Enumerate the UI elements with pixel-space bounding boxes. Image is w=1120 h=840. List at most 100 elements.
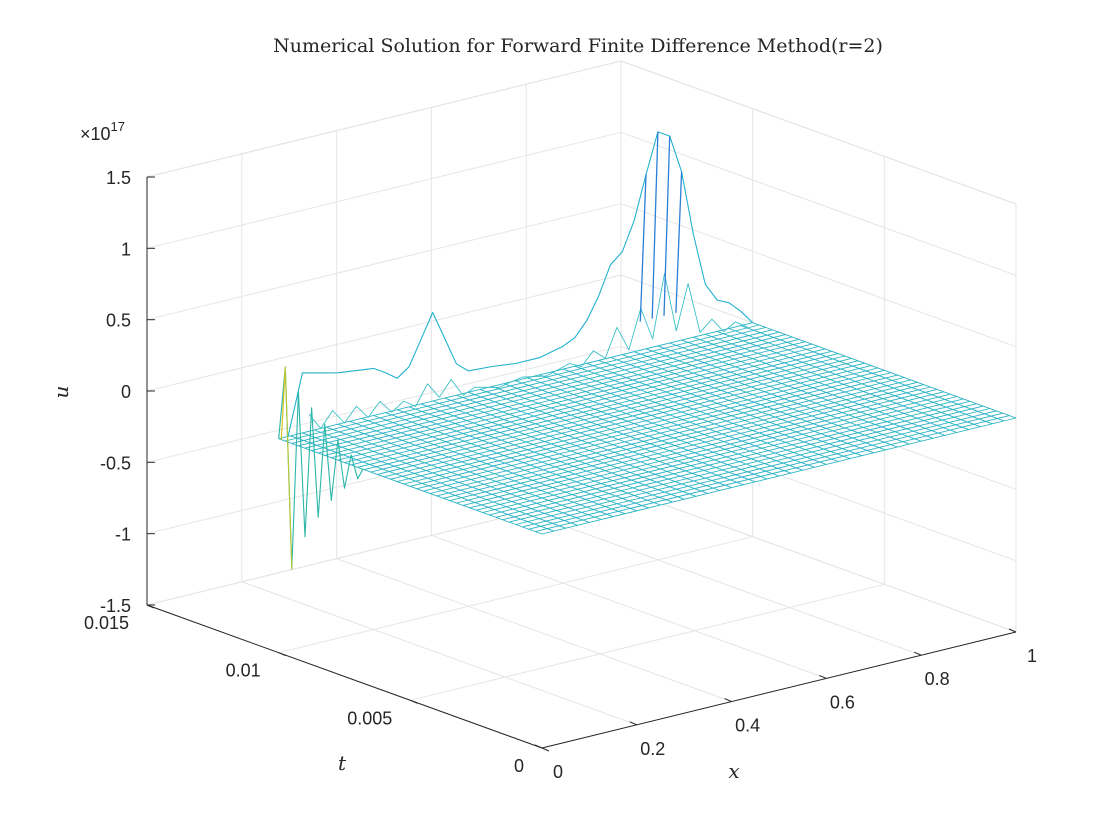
z-tick-label: 0 [121,382,131,402]
t-tick-mark [146,604,155,609]
mesh-line [522,410,997,528]
mesh-line [318,336,793,454]
mesh-line [495,400,971,518]
mesh-line [337,343,813,461]
z-exponent-base: ×10 [80,124,111,144]
mesh-line [370,355,845,473]
edge-spikes-x0 [278,366,364,570]
t-tick-label: 0.01 [226,661,261,681]
x-tick-mark [534,744,543,749]
mesh-line [515,408,990,525]
mesh-line [383,360,859,478]
t-tick-label: 0.015 [84,613,129,633]
z-exponent-power: 17 [111,119,125,134]
x-tick-label: 0.8 [925,669,950,689]
mesh-line [423,374,898,492]
mesh-line [443,381,918,499]
mesh-line [344,346,819,463]
mesh-line [350,348,826,466]
tick-labels: -1.5 -1 -0.5 0 0.5 1 1.5 0 0.2 0.4 0.6 0.8 1 0 0.005 0.… [84,168,1037,782]
z-tick-label: -0.5 [100,453,131,473]
mesh-line [462,388,938,506]
t-tick-label: 0 [514,756,524,776]
wall-grid-line [146,131,622,249]
wall-grid-line [620,131,1017,276]
mesh-line [489,398,964,516]
chart-title: Numerical Solution for Forward Finite Di… [273,35,883,57]
mesh-line [298,329,773,447]
x-tick-mark [629,721,637,726]
mesh-line [456,386,931,504]
mesh-line [436,379,911,497]
floor-grid-line [241,581,637,726]
wall-grid-line [146,60,622,178]
mesh-line [416,372,892,490]
x-tick-mark [819,674,827,679]
t-tick-mark [278,652,286,657]
floor-grid-line [278,536,753,654]
floor-grid-line [410,583,885,701]
z-tick-label: -1.5 [100,596,131,616]
mesh-line [482,396,957,513]
mesh-line [476,393,951,511]
z-axis-label: u [49,386,73,399]
wall-grid-line [620,488,1017,633]
wall-grid-line [146,274,622,392]
surface-spikes [278,131,754,570]
peak-spike [663,136,671,316]
t-tick-mark [410,699,418,704]
surface-mesh [278,322,1017,535]
wall-grid-line [620,60,1017,205]
mesh-line [541,417,1017,535]
mesh-line [502,403,977,521]
z-exponent-label: ×1017 [80,119,125,144]
mesh-line [357,350,832,468]
mesh-line [469,391,944,509]
mesh-line [449,384,924,502]
z-tick-label: -1 [115,525,131,545]
mesh-line [403,367,878,485]
t-tick-mark [541,747,550,752]
z-tick-label: 0.5 [106,311,131,331]
mesh-line [291,326,766,444]
mesh-line [304,331,780,449]
x-axis-label: x [728,759,739,783]
z-tick-label: 1 [121,239,131,259]
mesh-line [390,362,865,480]
z-tick-label: 1.5 [106,168,131,188]
x-tick-label: 0.4 [735,716,760,736]
x-tick-label: 0.2 [640,739,665,759]
mesh-line [331,341,806,459]
mesh-line [285,324,760,442]
x-tick-mark [1008,628,1017,633]
mesh-line [410,369,885,487]
mesh-line [278,322,753,440]
x-tick-mark [724,698,732,703]
y-axis-label: t [338,751,347,775]
t-axis-line [146,604,543,749]
x-tick-label: 0 [553,762,563,782]
mesh-line [429,377,905,494]
mesh-line [508,405,984,523]
edge-spike-highlight [284,366,293,570]
mesh-line [752,322,1017,419]
mesh-line [324,338,799,456]
mesh-line [397,365,872,483]
peak-spike [651,131,659,319]
t-tick-label: 0.005 [347,708,392,728]
mesh-line [364,353,839,471]
floor-grid-line [526,511,922,656]
floor-grid-line [431,534,827,679]
x-tick-label: 1 [1027,646,1037,666]
peak-spike [639,174,647,322]
wall-grid-line [620,203,1017,348]
wall-grid-line [146,345,622,463]
mesh-line [535,415,1010,533]
edge-spikes-tmax [287,131,754,437]
x-tick-label: 0.6 [830,692,855,712]
peak-spike [675,171,683,313]
x-axis-line [541,631,1017,749]
mesh-line [311,334,786,452]
x-tick-mark [914,651,922,656]
